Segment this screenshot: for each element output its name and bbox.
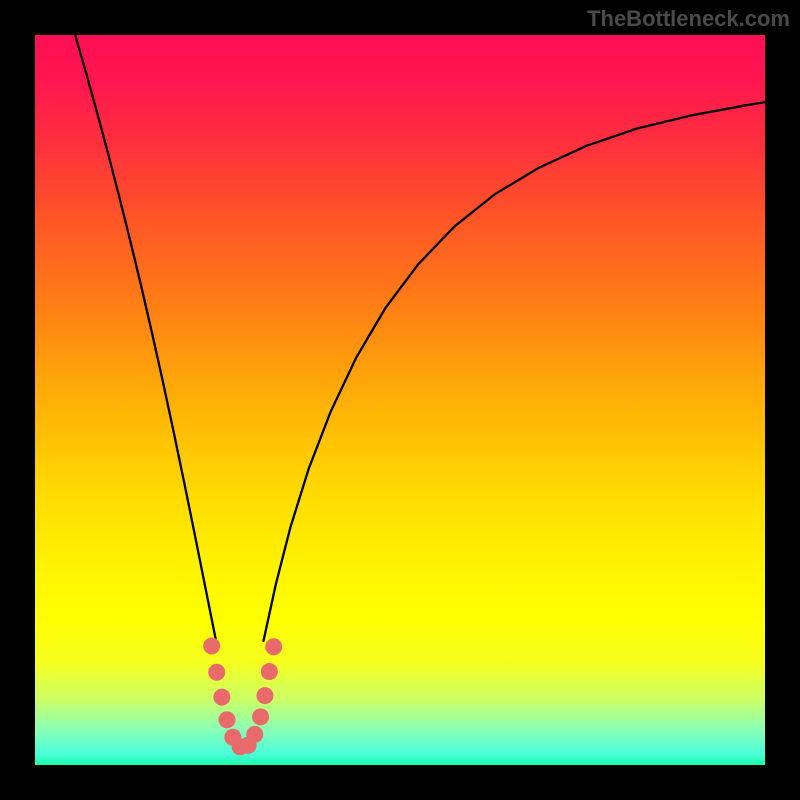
bead-marker xyxy=(265,638,282,655)
bead-marker xyxy=(256,687,273,704)
bead-marker xyxy=(218,711,235,728)
bead-marker xyxy=(261,663,278,680)
chart-background xyxy=(35,35,765,765)
bead-marker xyxy=(252,708,269,725)
bead-marker xyxy=(203,638,220,655)
bead-marker xyxy=(208,664,225,681)
bottleneck-chart xyxy=(35,35,765,765)
bead-marker xyxy=(246,726,263,743)
bead-marker xyxy=(213,689,230,706)
watermark-text: TheBottleneck.com xyxy=(587,6,790,32)
chart-plot-area xyxy=(35,35,765,765)
